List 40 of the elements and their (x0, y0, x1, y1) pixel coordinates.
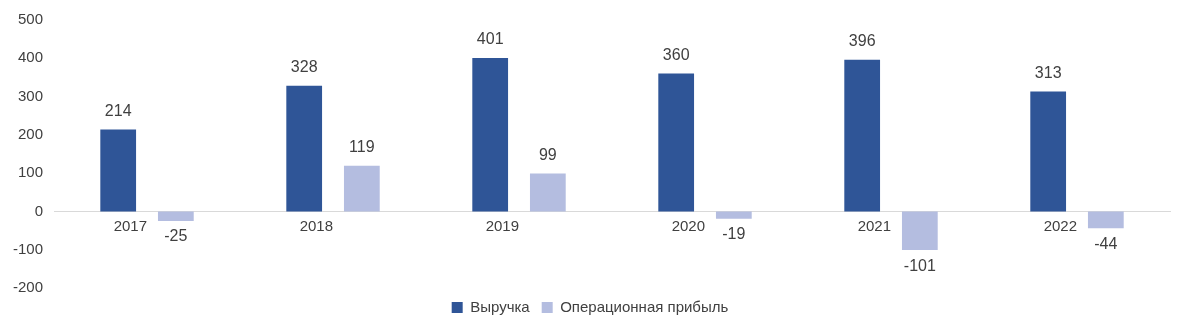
x-tick-label: 2020 (671, 216, 706, 234)
bar (1087, 211, 1124, 229)
bar (901, 211, 938, 251)
data-label: -19 (722, 225, 746, 243)
bar (343, 165, 380, 212)
data-label: 360 (662, 46, 690, 64)
y-tick-label: 500 (17, 10, 44, 28)
data-label: -101 (903, 256, 936, 274)
x-tick-label: 2019 (485, 216, 520, 234)
bar (472, 57, 509, 212)
data-label: -25 (164, 227, 188, 245)
data-label: 313 (1034, 64, 1062, 81)
bar (844, 59, 881, 212)
bar (100, 129, 137, 212)
bar (529, 173, 566, 212)
data-label: 119 (349, 138, 375, 156)
legend-label: Выручка (470, 297, 531, 315)
data-label: 328 (290, 58, 318, 76)
data-label: -44 (1094, 234, 1118, 252)
bar (1030, 91, 1067, 212)
y-tick-label: -100 (12, 239, 44, 257)
bar (157, 211, 194, 221)
x-tick-label: 2021 (857, 216, 892, 234)
y-tick-label: 100 (17, 163, 44, 181)
x-tick-label: 2018 (299, 216, 334, 234)
bar (715, 211, 752, 219)
bar (658, 73, 695, 212)
y-tick-label: 300 (17, 86, 44, 104)
data-label: 214 (104, 101, 132, 119)
bar (286, 85, 323, 212)
y-tick-label: 400 (17, 48, 44, 66)
data-label: 396 (848, 32, 876, 50)
data-label: 401 (476, 30, 504, 48)
legend-label: Операционная прибыль (560, 297, 729, 315)
y-tick-label: 0 (34, 201, 44, 219)
x-tick-label: 2022 (1043, 216, 1077, 234)
data-label: 99 (538, 145, 557, 163)
y-tick-label: 200 (17, 125, 44, 142)
y-tick-label: -200 (12, 278, 44, 296)
x-tick-label: 2017 (113, 216, 148, 234)
